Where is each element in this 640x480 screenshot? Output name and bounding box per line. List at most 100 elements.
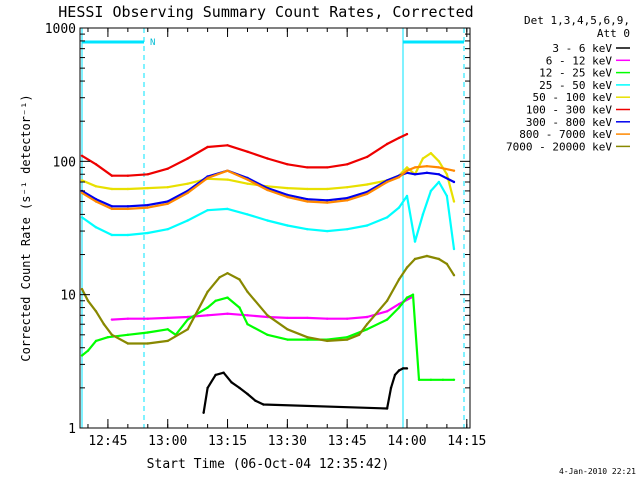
series-point: [246, 213, 249, 216]
x-tick-label: 13:45: [328, 434, 367, 449]
series-point: [246, 178, 249, 181]
series-point: [452, 200, 456, 203]
series-point: [186, 157, 189, 160]
series-point: [80, 216, 84, 219]
series-point: [425, 254, 429, 258]
series-point: [238, 386, 241, 390]
series-point: [146, 186, 149, 190]
series-point: [397, 306, 401, 309]
series-point: [94, 310, 98, 313]
series-point: [397, 278, 401, 281]
series-point: [346, 186, 349, 189]
legend-header-detectors: Det 1,3,4,5,6,9,: [524, 14, 630, 27]
series-point: [326, 187, 329, 191]
series-point: [385, 216, 389, 219]
series-point: [413, 257, 417, 261]
series-point: [206, 290, 209, 293]
legend-label: 7000 - 20000 keV: [506, 140, 612, 153]
legend-label: 3 - 6 keV: [552, 42, 612, 55]
series-point: [437, 166, 441, 169]
x-tick-label: 13:15: [208, 434, 247, 449]
series-point: [166, 200, 169, 203]
series-point: [385, 310, 389, 313]
series-point: [186, 219, 189, 222]
series-3: [80, 293, 456, 381]
series-point: [266, 219, 269, 222]
series-point: [286, 186, 289, 190]
series-point: [126, 317, 130, 320]
series-point: [346, 228, 349, 231]
x-tick-label: 14:15: [447, 434, 486, 449]
series-point: [445, 194, 449, 198]
series-point: [365, 323, 369, 326]
x-tick-label: 14:00: [387, 434, 426, 449]
series-6: [80, 132, 409, 177]
series-point: [385, 299, 389, 302]
y-tick-label: 1: [68, 422, 76, 437]
series-point: [346, 317, 349, 320]
series-point: [94, 198, 98, 201]
series-point: [397, 176, 401, 179]
series-point: [186, 328, 189, 331]
series-point: [266, 188, 269, 192]
series-point: [286, 193, 289, 197]
legend-label: 6 - 12 keV: [546, 54, 613, 67]
series-point: [437, 257, 441, 261]
series-point: [186, 315, 189, 319]
series-point: [246, 290, 249, 293]
series-point: [346, 163, 349, 166]
series-line: [81, 133, 408, 177]
series-point: [238, 306, 241, 309]
series-point: [429, 378, 433, 381]
series-point: [146, 317, 149, 320]
series-point: [126, 233, 130, 237]
series-point: [222, 371, 225, 374]
series-point: [246, 323, 249, 326]
series-point: [286, 163, 289, 166]
series-point: [413, 173, 417, 176]
axes-frame: [79, 27, 471, 429]
series-point: [110, 333, 114, 336]
series-point: [146, 203, 149, 207]
series-point: [452, 247, 456, 251]
series-point: [306, 187, 309, 191]
series-point: [214, 373, 217, 377]
series-point: [146, 342, 149, 345]
series-point: [146, 173, 149, 176]
series-point: [202, 411, 205, 414]
series-8: [80, 165, 456, 211]
series-point: [326, 201, 329, 204]
series-point: [306, 200, 309, 203]
legend-label: 300 - 800 keV: [526, 116, 612, 129]
series-1: [202, 367, 409, 414]
series-point: [206, 314, 209, 317]
x-tick-label: 13:30: [268, 434, 307, 449]
series-point: [166, 339, 169, 343]
series-point: [166, 186, 169, 189]
series-point: [110, 187, 114, 191]
series-point: [126, 187, 130, 191]
series-point: [206, 176, 209, 180]
series-point: [246, 392, 249, 396]
series-line: [81, 180, 456, 250]
series-point: [452, 169, 456, 172]
series-point: [110, 174, 114, 177]
series-point: [80, 191, 84, 195]
legend-label: 12 - 25 keV: [539, 67, 612, 80]
series-point: [214, 299, 217, 302]
legend-label: 50 - 100 keV: [533, 91, 613, 104]
series-line: [81, 254, 455, 345]
series-point: [417, 378, 421, 381]
series-point: [429, 152, 433, 155]
series-point: [86, 299, 90, 302]
series-point: [166, 316, 169, 320]
series-point: [393, 373, 397, 377]
series-point: [413, 166, 417, 169]
series-point: [110, 207, 114, 211]
series-point: [230, 381, 233, 384]
night-label: N: [150, 38, 155, 48]
series-point: [437, 160, 441, 163]
series-point: [166, 202, 169, 205]
series-point: [405, 296, 409, 299]
